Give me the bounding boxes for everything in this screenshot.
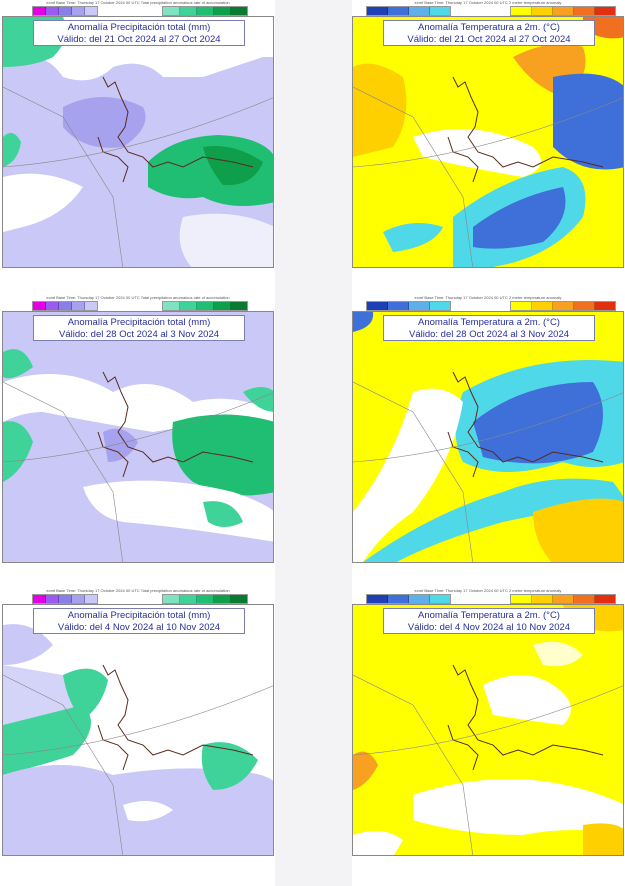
map-valid-dates: Válido: del 28 Oct 2024 al 3 Nov 2024 bbox=[408, 329, 570, 340]
temp-map-panel-week2: ecmf Base Time: Thursday 17 October 2024… bbox=[352, 295, 624, 567]
map-title: Anomalía Precipitación total (mm) bbox=[67, 22, 211, 33]
map-title: Anomalía Precipitación total (mm) bbox=[67, 317, 211, 328]
precip-map-panel-week3: ecmf Base Time: Thursday 17 October 2024… bbox=[2, 588, 274, 860]
base-time-caption: ecmf Base Time: Thursday 17 October 2024… bbox=[414, 0, 562, 5]
base-time-caption: ecmf Base Time: Thursday 17 October 2024… bbox=[414, 588, 562, 593]
map-valid-dates: Válido: del 28 Oct 2024 al 3 Nov 2024 bbox=[58, 329, 220, 340]
base-time-caption: ecmf Base Time: Thursday 17 October 2024… bbox=[46, 588, 230, 593]
colorbar-warm bbox=[510, 6, 616, 16]
anomaly-map: Anomalía Temperatura a 2m. (°C) Válido: … bbox=[352, 311, 624, 563]
map-title-box: Anomalía Temperatura a 2m. (°C) Válido: … bbox=[383, 608, 595, 634]
temp-map-panel-week3: ecmf Base Time: Thursday 17 October 2024… bbox=[352, 588, 624, 860]
anomaly-map: Anomalía Precipitación total (mm) Válido… bbox=[2, 604, 274, 856]
precip-map-panel-week1: ecmf Base Time: Thursday 17 October 2024… bbox=[2, 0, 274, 272]
colorbar-dry bbox=[32, 301, 98, 311]
colorbar-dry bbox=[32, 6, 98, 16]
map-title: Anomalía Precipitación total (mm) bbox=[67, 610, 211, 621]
anomaly-map: Anomalía Temperatura a 2m. (°C) Válido: … bbox=[352, 604, 624, 856]
colorbar-cold bbox=[366, 6, 451, 16]
map-valid-dates: Válido: del 21 Oct 2024 al 27 Oct 2024 bbox=[407, 34, 571, 45]
base-time-caption: ecmf Base Time: Thursday 17 October 2024… bbox=[414, 295, 562, 300]
map-title-box: Anomalía Temperatura a 2m. (°C) Válido: … bbox=[383, 315, 595, 341]
temp-map-panel-week1: ecmf Base Time: Thursday 17 October 2024… bbox=[352, 0, 624, 272]
map-title-box: Anomalía Precipitación total (mm) Válido… bbox=[33, 20, 245, 46]
colorbar-wet bbox=[162, 594, 248, 604]
map-valid-dates: Válido: del 4 Nov 2024 al 10 Nov 2024 bbox=[57, 622, 221, 633]
map-title-box: Anomalía Precipitación total (mm) Válido… bbox=[33, 315, 245, 341]
colorbar-warm bbox=[510, 301, 616, 311]
map-title-box: Anomalía Temperatura a 2m. (°C) Válido: … bbox=[383, 20, 595, 46]
colorbar-warm bbox=[510, 594, 616, 604]
map-valid-dates: Válido: del 21 Oct 2024 al 27 Oct 2024 bbox=[57, 34, 221, 45]
map-valid-dates: Válido: del 4 Nov 2024 al 10 Nov 2024 bbox=[407, 622, 571, 633]
anomaly-map: Anomalía Temperatura a 2m. (°C) Válido: … bbox=[352, 16, 624, 268]
colorbar-dry bbox=[32, 594, 98, 604]
base-time-caption: ecmf Base Time: Thursday 17 October 2024… bbox=[46, 295, 230, 300]
map-title: Anomalía Temperatura a 2m. (°C) bbox=[418, 22, 560, 33]
base-time-caption: ecmf Base Time: Thursday 17 October 2024… bbox=[46, 0, 230, 5]
colorbar-wet bbox=[162, 6, 248, 16]
map-title-box: Anomalía Precipitación total (mm) Válido… bbox=[33, 608, 245, 634]
anomaly-map: Anomalía Precipitación total (mm) Válido… bbox=[2, 16, 274, 268]
colorbar-cold bbox=[366, 301, 451, 311]
colorbar-cold bbox=[366, 594, 451, 604]
precip-map-panel-week2: ecmf Base Time: Thursday 17 October 2024… bbox=[2, 295, 274, 567]
map-title: Anomalía Temperatura a 2m. (°C) bbox=[418, 610, 560, 621]
map-title: Anomalía Temperatura a 2m. (°C) bbox=[418, 317, 560, 328]
colorbar-wet bbox=[162, 301, 248, 311]
anomaly-map: Anomalía Precipitación total (mm) Válido… bbox=[2, 311, 274, 563]
page-gutter bbox=[275, 0, 352, 886]
